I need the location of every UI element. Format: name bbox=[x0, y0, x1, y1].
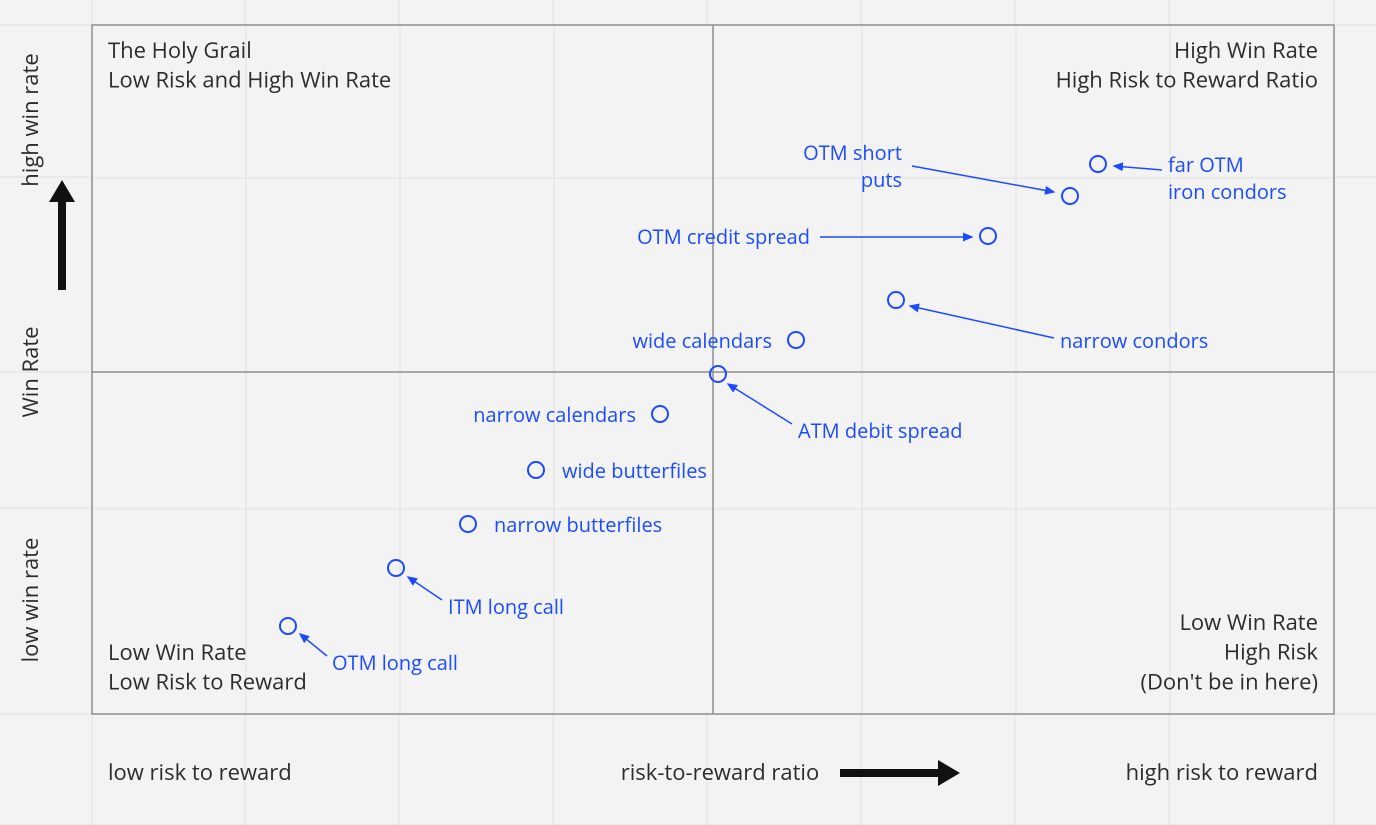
x-axis-arrow-icon bbox=[840, 760, 960, 786]
x-axis-high-label: high risk to reward bbox=[1126, 757, 1318, 787]
label-otm-long-call: OTM long call bbox=[332, 649, 458, 676]
y-axis-high-label: high win rate bbox=[15, 53, 45, 186]
label-otm-credit-spread: OTM credit spread bbox=[637, 223, 810, 250]
x-axis-low-label: low risk to reward bbox=[108, 757, 292, 787]
risk-reward-scatter: The Holy GrailLow Risk and High Win Rate… bbox=[0, 0, 1376, 825]
x-axis-title: risk-to-reward ratio bbox=[621, 757, 819, 787]
label-narrow-calendars: narrow calendars bbox=[473, 401, 636, 428]
y-axis-title: Win Rate bbox=[15, 326, 45, 417]
label-narrow-condors: narrow condors bbox=[1060, 327, 1208, 354]
label-itm-long-call: ITM long call bbox=[448, 593, 564, 620]
label-narrow-butterflies: narrow butterfiles bbox=[494, 511, 662, 538]
y-axis-low-label: low win rate bbox=[15, 538, 45, 663]
label-wide-calendars: wide calendars bbox=[632, 327, 772, 354]
label-wide-butterflies: wide butterfiles bbox=[562, 457, 707, 484]
label-atm-debit-spread: ATM debit spread bbox=[798, 417, 962, 444]
y-axis-arrow-icon bbox=[49, 180, 75, 290]
